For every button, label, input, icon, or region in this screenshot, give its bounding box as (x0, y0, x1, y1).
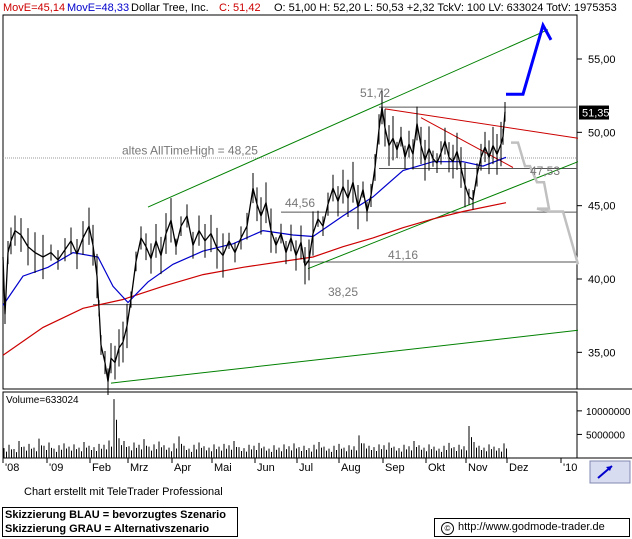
level-annotation: 47,53 (530, 164, 560, 178)
scenario-grey-line (511, 141, 580, 265)
moving-averages (2, 156, 507, 356)
trend-channel-line (307, 161, 579, 270)
move2-label: MovE=48,33 (67, 2, 129, 14)
price-tick-label: 45,00 (588, 201, 616, 213)
scenario-blue-line (506, 21, 553, 96)
time-tick-label: Dez (509, 462, 529, 474)
move1-label: MovE=45,14 (3, 2, 65, 14)
time-tick-label: '10 (563, 462, 577, 474)
stock-name: Dollar Tree, Inc. (131, 2, 209, 14)
volume-bars: 10000000 5000000 (3, 399, 631, 458)
source-url[interactable]: http://www.godmode-trader.de (458, 521, 605, 533)
price-tick-label: 40,00 (588, 274, 616, 286)
price-axis: 35,00 40,00 45,00 50,00 55,00 (577, 54, 616, 359)
trend-channel-line (110, 329, 579, 384)
last-price-box (579, 105, 609, 120)
time-tick-label: Aug (341, 462, 361, 474)
close-label: C: 51,42 (219, 2, 261, 14)
level-annotation: 38,25 (328, 285, 358, 299)
time-tick-label: Sep (385, 462, 405, 474)
price-tick-label: 55,00 (588, 54, 616, 66)
chart-tool-icon[interactable] (589, 460, 631, 484)
trend-channel-line (147, 29, 549, 208)
price-panel (2, 14, 578, 390)
volume-tick-label: 5000000 (586, 430, 625, 441)
level-annotation: 41,16 (388, 248, 418, 262)
legend-grey: Skizzierung GRAU = Alternativszenario (5, 523, 210, 535)
time-tick-label: Feb (92, 462, 111, 474)
annotations: 51,72 altes AllTimeHigh = 48,25 47,53 44,56… (122, 86, 610, 299)
moving-average-1-line (2, 202, 507, 356)
legend-blue: Skizzierung BLAU = bevorzugtes Szenario (5, 509, 226, 521)
price-series (2, 90, 506, 396)
stats-label: O: 51,00 H: 52,20 L: 50,53 +2,32 TckV: 1… (274, 2, 617, 14)
time-tick-label: Apr (174, 462, 191, 474)
level-annotation: 44,56 (285, 196, 315, 210)
time-tick-label: Nov (468, 462, 488, 474)
scenario-lines (506, 21, 580, 265)
last-price-label: 51,35 (582, 108, 610, 120)
time-tick-label: Mrz (130, 462, 148, 474)
level-annotation: altes AllTimeHigh = 48,25 (122, 143, 258, 157)
time-tick-label: Okt (428, 462, 445, 474)
source-url-box[interactable]: © http://www.godmode-trader.de (434, 518, 630, 537)
volume-title: Volume=633024 (6, 395, 79, 406)
chart-credit: Chart erstellt mit TeleTrader Profession… (24, 486, 223, 498)
time-tick-label: Jun (257, 462, 275, 474)
time-tick-label: Mai (214, 462, 232, 474)
time-tick-label: Jul (299, 462, 313, 474)
price-tick-label: 35,00 (588, 347, 616, 359)
scenario-legend: Skizzierung BLAU = bevorzugtes Szenario … (2, 507, 238, 537)
time-axis: '08 '09 Feb Mrz Apr Mai Jun Jul Aug Sep Okt Nov Dez '… (2, 458, 577, 474)
resistance-trendline (420, 117, 514, 168)
time-tick-label: '08 (5, 462, 19, 474)
level-annotation: 51,72 (360, 86, 390, 100)
copyright-icon: © (441, 522, 454, 535)
price-tick-label: 50,00 (588, 127, 616, 139)
time-tick-label: '09 (49, 462, 63, 474)
moving-average-2-line (2, 156, 507, 306)
volume-tick-label: 10000000 (586, 407, 631, 418)
